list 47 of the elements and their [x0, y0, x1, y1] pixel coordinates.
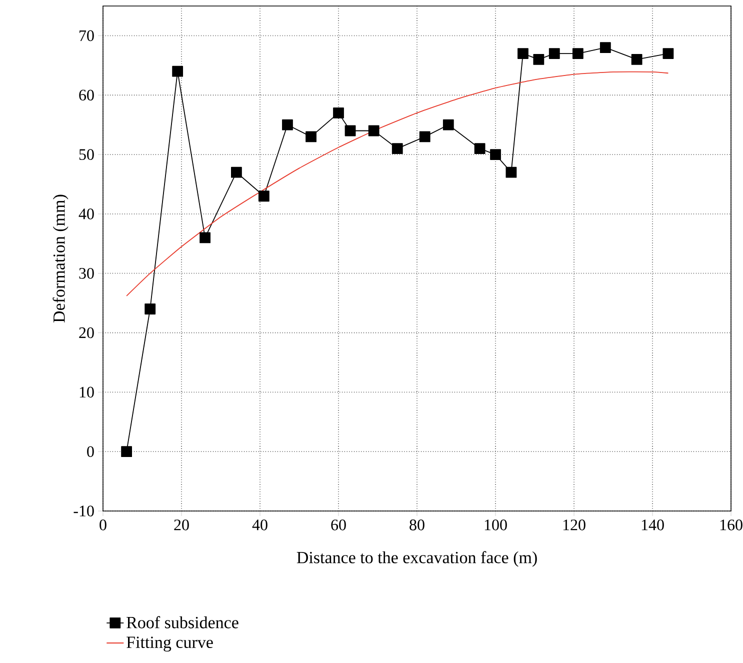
y-tick-label: 30 — [79, 268, 94, 279]
x-tick-label: 140 — [642, 520, 664, 530]
x-axis-title: Distance to the excavation face (m) — [296, 551, 537, 567]
point — [490, 149, 501, 160]
x-tick-label: 0 — [100, 520, 106, 530]
y-tick-label: 40 — [78, 208, 94, 220]
point — [344, 125, 356, 136]
point — [419, 131, 430, 142]
point — [333, 107, 344, 118]
x-tick-label: 20 — [174, 520, 189, 530]
point — [282, 119, 293, 130]
point — [306, 131, 316, 142]
point — [368, 125, 380, 136]
y-tick-label: -10 — [74, 506, 94, 516]
point — [533, 54, 544, 65]
x-tick-label: 80 — [410, 520, 424, 530]
y-tick-label: 70 — [80, 30, 94, 42]
point — [662, 48, 674, 59]
point — [442, 119, 454, 130]
y-axis-title: Deformation (mm) — [52, 194, 68, 322]
line-series — [126, 71, 669, 296]
y-tick-label: 60 — [79, 90, 94, 101]
point — [172, 66, 184, 77]
y-tick-label: 10 — [80, 386, 94, 398]
point — [144, 304, 156, 314]
legend-label: Fitting curve — [126, 636, 213, 652]
x-tick-label: 160 — [720, 520, 742, 530]
point — [518, 48, 528, 59]
legend-label: Roof subsidence — [126, 616, 238, 628]
point — [631, 54, 642, 65]
point — [572, 48, 584, 59]
x-tick-label: 100 — [484, 520, 507, 530]
point — [548, 48, 560, 59]
point — [258, 190, 270, 202]
point — [506, 166, 517, 178]
point — [474, 143, 486, 154]
point — [121, 446, 132, 458]
point — [392, 143, 403, 154]
y-tick-label: 0 — [87, 446, 94, 457]
y-tick-label: 50 — [79, 149, 94, 160]
y-tick-label: 20 — [79, 327, 94, 338]
point — [231, 166, 242, 178]
x-tick-label: 40 — [252, 520, 268, 530]
x-tick-label: 120 — [563, 520, 586, 530]
point — [600, 42, 611, 54]
x-tick-label: 60 — [331, 520, 346, 530]
point — [200, 232, 210, 244]
